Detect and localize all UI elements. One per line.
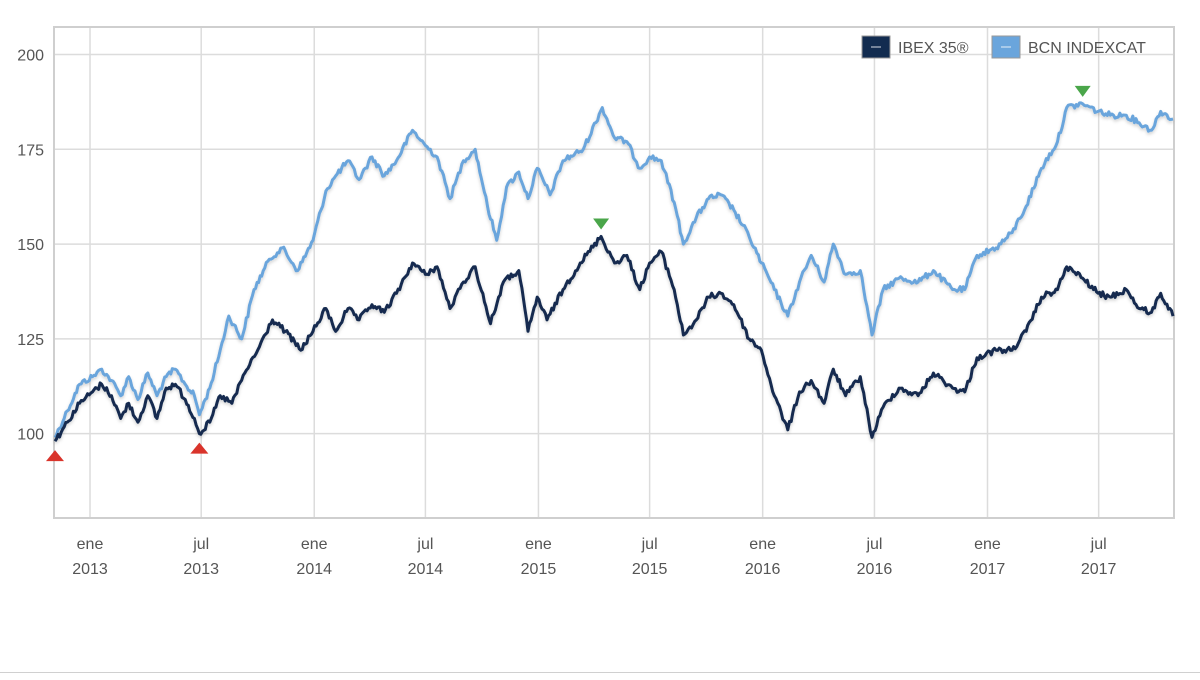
x-tick-label-month: jul xyxy=(192,536,209,553)
legend-label: IBEX 35® xyxy=(898,40,969,57)
x-gridlines xyxy=(89,28,1100,517)
legend[interactable]: IBEX 35® BCN INDEXCAT xyxy=(861,35,1146,59)
max-marker xyxy=(593,218,610,230)
y-axis-tick-labels: 100 125 150 175 200 xyxy=(17,48,44,444)
x-tick-label-month: jul xyxy=(1090,536,1107,553)
min-marker xyxy=(190,442,209,454)
x-tick-label-month: ene xyxy=(77,536,104,553)
x-tick-label-year: 2016 xyxy=(745,561,781,578)
min-marker xyxy=(46,450,64,462)
x-tick-label-month: jul xyxy=(416,536,433,553)
x-tick-label-year: 2017 xyxy=(1081,561,1117,578)
x-tick-label-year: 2016 xyxy=(857,561,893,578)
legend-label: BCN INDEXCAT xyxy=(1028,40,1146,57)
legend-item-1[interactable]: BCN INDEXCAT xyxy=(991,35,1146,59)
x-tick-label-year: 2017 xyxy=(970,561,1006,578)
max-marker xyxy=(1074,85,1091,97)
x-tick-label-month: ene xyxy=(974,536,1001,553)
plot-frame xyxy=(53,26,1175,519)
x-tick-label-month: jul xyxy=(865,536,882,553)
bottom-divider xyxy=(0,672,1200,673)
series-lines xyxy=(53,101,1175,443)
x-tick-label-month: ene xyxy=(301,536,328,553)
y-tick-label: 175 xyxy=(17,142,44,159)
x-tick-label-year: 2013 xyxy=(183,561,219,578)
y-tick-label: 150 xyxy=(17,237,44,254)
x-axis-tick-labels: ene 2013 jul 2013 ene 2014 jul 2014 ene 2015 jul 20… xyxy=(72,536,1116,578)
x-tick-label-month: ene xyxy=(749,536,776,553)
x-tick-label-year: 2014 xyxy=(296,561,332,578)
legend-item-0[interactable]: IBEX 35® xyxy=(861,35,969,59)
x-tick-label-year: 2015 xyxy=(521,561,557,578)
x-tick-label-month: ene xyxy=(525,536,552,553)
x-tick-label-year: 2015 xyxy=(632,561,668,578)
x-tick-label-year: 2014 xyxy=(408,561,444,578)
extreme-markers xyxy=(46,85,1091,462)
y-tick-label: 125 xyxy=(17,332,44,349)
x-tick-label-month: jul xyxy=(641,536,658,553)
x-tick-label-year: 2013 xyxy=(72,561,108,578)
series-line-0 xyxy=(53,235,1175,443)
y-tick-label: 100 xyxy=(17,427,44,444)
y-tick-label: 200 xyxy=(17,48,44,65)
series-line-1 xyxy=(53,101,1174,439)
